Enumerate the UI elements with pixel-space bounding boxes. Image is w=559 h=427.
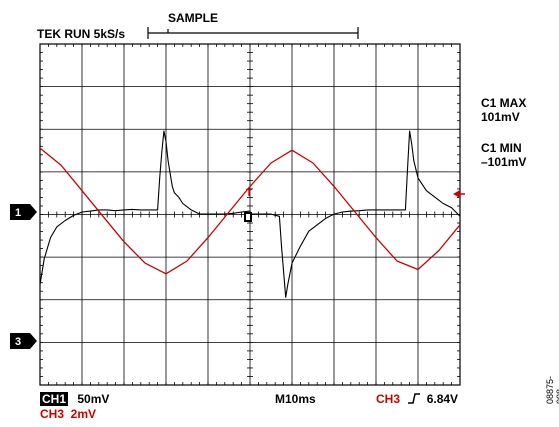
trace-ch3 [39,147,461,275]
trigger-source: CH3 [376,392,401,406]
ch1-marker: 1 [10,204,37,220]
c1-min-label: C1 MIN [481,141,522,155]
figure-id: 08875-008 [545,375,559,404]
ch1-scale: 50mV [77,392,110,406]
trigger-level: 6.84V [426,392,459,406]
trigger-t-marker: T [246,188,252,199]
acquire-mode-label: SAMPLE [168,11,219,25]
left-arrow-icon [453,190,460,198]
traces [39,130,461,298]
c1-max-value: 101mV [481,110,520,124]
ch1-scale-readout: CH1 50mV [40,392,109,406]
run-status-label: TEK RUN 5kS/s [37,27,126,41]
rising-edge-icon [408,393,421,404]
trigger-readout: CH3 6.84V [376,392,458,406]
ch1-marker-label: 1 [15,207,21,219]
graticule-grid [39,43,461,386]
ch3-scale-readout: CH3 2mV [40,407,97,421]
ch3-marker-label: 3 [15,336,21,348]
ch3-marker: 3 [10,333,37,349]
c1-max-label: C1 MAX [481,96,527,110]
ch1-label: CH1 [40,392,69,406]
c1-min-value: –101mV [481,155,527,169]
timebase-readout: M10ms [275,392,316,406]
trigger-position-marker [244,212,252,222]
trace-ch1 [39,130,461,298]
